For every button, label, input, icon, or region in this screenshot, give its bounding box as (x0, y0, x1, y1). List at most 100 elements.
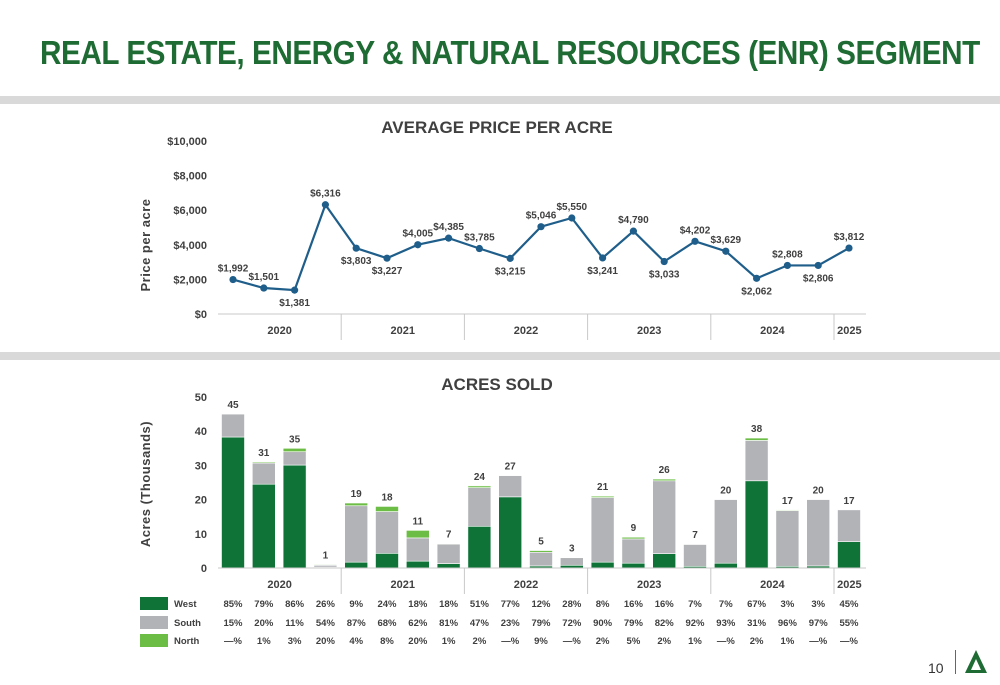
price-data-label: $4,385 (433, 222, 464, 233)
share-cell-north: —% (717, 636, 736, 647)
acres-bar-south-segment (806, 499, 831, 567)
share-cell-west: 77% (501, 599, 521, 610)
price-chart-title: AVERAGE PRICE PER ACRE (381, 118, 612, 137)
price-data-point (291, 286, 299, 294)
share-cell-south: 55% (839, 618, 859, 629)
price-data-point (783, 261, 792, 270)
acres-bar-south-segment (344, 505, 369, 563)
share-cell-north: 1% (257, 636, 271, 647)
price-data-label: $4,790 (618, 215, 649, 226)
acres-bar-total-label: 9 (631, 523, 637, 534)
price-data-label: $3,803 (341, 256, 372, 267)
share-cell-north: —% (563, 636, 582, 647)
acres-bar-south-segment (590, 497, 615, 563)
acres-bar-west-segment (652, 553, 677, 569)
acres-y-tick-label: 30 (195, 460, 207, 472)
share-cell-west: 85% (223, 599, 243, 610)
price-per-acre-chart: AVERAGE PRICE PER ACRE Price per acre $0… (138, 118, 866, 340)
acres-sold-chart: ACRES SOLD Acres (Thousands) 0 10 20 30 40 50… (138, 375, 866, 647)
acres-bar-west-segment (405, 560, 430, 569)
middle-divider-band (0, 352, 1000, 360)
acres-bar-south-segment (282, 451, 307, 466)
acres-bar-north-segment (313, 564, 338, 566)
share-cell-north: 3% (288, 636, 302, 647)
acres-bar-north-segment (405, 530, 430, 539)
price-y-tick-label: $6,000 (173, 205, 207, 217)
share-cell-west: 18% (439, 599, 459, 610)
price-data-label: $4,202 (680, 225, 711, 236)
acres-bar-south-segment (221, 413, 245, 438)
acres-bar-total-label: 38 (751, 424, 763, 435)
price-year-label: 2020 (267, 325, 291, 337)
share-cell-north: 9% (534, 636, 548, 647)
acres-bar-total-label: 35 (289, 434, 301, 445)
price-chart-y-axis-label: Price per acre (138, 198, 153, 291)
share-cell-west: 8% (596, 599, 610, 610)
acres-bar-west-segment (498, 496, 523, 569)
acres-bar-north-segment (375, 506, 399, 512)
acres-bar-north-segment (744, 437, 769, 441)
acres-bar-north-segment (282, 448, 307, 453)
share-cell-south: 47% (470, 618, 490, 629)
acres-bar-total-label: 7 (446, 530, 452, 541)
acres-bar-north-segment (621, 536, 646, 540)
price-y-tick-label: $10,000 (167, 136, 207, 148)
acres-chart-title: ACRES SOLD (441, 375, 552, 394)
acres-y-tick-label: 50 (195, 392, 207, 404)
acres-bar-south-segment (713, 499, 738, 564)
share-cell-west: 3% (811, 599, 825, 610)
price-data-label: $3,812 (834, 232, 865, 243)
acres-bar-north-segment (775, 509, 800, 511)
share-cell-south: 79% (531, 618, 551, 629)
legend-label-south: South (174, 618, 201, 629)
acres-bar-south-segment (405, 537, 430, 562)
acres-bar-south-segment (375, 511, 399, 554)
price-data-point (506, 254, 514, 262)
acres-bar-total-label: 18 (381, 492, 393, 503)
price-data-point (229, 275, 237, 284)
price-data-label: $5,550 (557, 202, 588, 213)
share-cell-west: 7% (688, 599, 702, 610)
price-y-tick-label: $2,000 (173, 274, 207, 286)
legend-label-north: North (174, 636, 200, 647)
acres-bar-total-label: 7 (692, 530, 698, 541)
acres-bar-total-label: 20 (720, 486, 732, 497)
price-data-label: $5,046 (526, 211, 557, 222)
acres-bar-north-segment (252, 461, 276, 464)
price-y-tick-label: $8,000 (173, 171, 207, 183)
acres-bar-total-label: 31 (258, 448, 270, 459)
share-cell-south: 20% (254, 618, 274, 629)
price-data-point (383, 254, 391, 262)
acres-bar-west-segment (344, 561, 369, 569)
price-year-label: 2023 (637, 325, 661, 337)
acres-bar-total-label: 27 (505, 462, 517, 473)
share-cell-south: 97% (809, 618, 829, 629)
price-data-point (814, 261, 822, 270)
acres-bar-total-label: 20 (813, 486, 825, 497)
share-cell-west: 16% (624, 599, 644, 610)
share-cell-west: 12% (531, 599, 551, 610)
share-cell-north: 2% (657, 636, 671, 647)
acres-year-label: 2023 (637, 579, 661, 591)
acres-bar-north-segment (529, 550, 553, 553)
price-data-label: $3,629 (711, 235, 742, 246)
acres-y-tick-label: 10 (195, 529, 207, 541)
share-cell-west: 9% (349, 599, 363, 610)
share-cell-west: 51% (470, 599, 490, 610)
share-cell-south: 72% (562, 618, 582, 629)
share-cell-south: 79% (624, 618, 644, 629)
share-cell-west: 24% (377, 599, 397, 610)
acres-bar-west-segment (467, 525, 492, 569)
legend-swatch-south (140, 616, 168, 629)
acres-bar-south-segment (621, 538, 646, 564)
price-data-label: $4,005 (403, 229, 434, 240)
share-cell-north: 2% (750, 636, 764, 647)
price-data-label: $3,785 (464, 233, 495, 244)
acres-bar-north-segment (467, 485, 492, 488)
share-cell-north: 2% (473, 636, 487, 647)
price-data-label: $1,381 (279, 298, 310, 309)
price-data-point (321, 201, 329, 209)
price-data-label: $3,033 (649, 270, 680, 281)
price-data-point (568, 214, 576, 222)
price-data-label: $3,215 (495, 266, 526, 277)
